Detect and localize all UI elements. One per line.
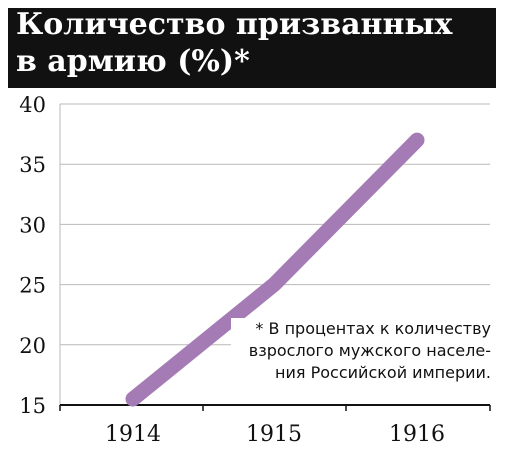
footnote-line-3: ния Российской империи. xyxy=(275,363,491,382)
chart-title-text-2: в армию (%)* xyxy=(16,44,250,79)
x-axis: 1914 1915 1916 xyxy=(59,404,491,447)
x-tick-label-1916: 1916 xyxy=(389,422,445,447)
y-tick-label: 25 xyxy=(19,274,46,298)
chart-title-line-2: в армию (%)* xyxy=(8,42,496,88)
x-tick-label-1914: 1914 xyxy=(105,422,161,447)
y-tick-label: 20 xyxy=(19,334,46,358)
chart-title-line-1: Количество призванных xyxy=(8,8,496,42)
chart-title-text-1: Количество призванных xyxy=(16,7,453,42)
chart-title: Количество призванных в армию (%)* xyxy=(8,8,496,88)
x-tick-label-1915: 1915 xyxy=(246,422,302,447)
footnote-line-2: взрослого мужского населе- xyxy=(248,341,491,360)
y-tick-label: 15 xyxy=(19,394,46,418)
y-tick-label: 40 xyxy=(19,93,46,117)
footnote-line-1: * В процентах к количеству xyxy=(255,319,491,338)
y-axis-ticks: 15 20 25 30 35 40 xyxy=(19,93,46,418)
series-layer xyxy=(125,132,425,407)
y-tick-label: 35 xyxy=(19,153,46,177)
y-tick-label: 30 xyxy=(19,213,46,237)
footnote: * В процентах к количеству взрослого муж… xyxy=(231,318,491,384)
